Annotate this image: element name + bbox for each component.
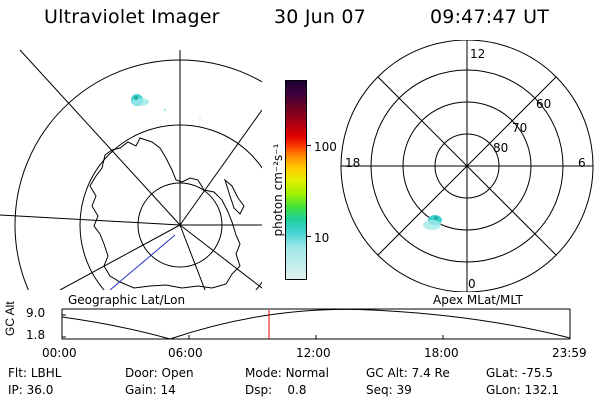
altitude-ylabel: GC Alt [3, 301, 17, 336]
altitude-ytick: 1.8 [26, 328, 46, 342]
time-axis-tick: 00:00 [42, 346, 77, 360]
antarctica-coastline [89, 137, 241, 289]
time-label: 09:47:47 UT [430, 6, 550, 28]
info-glon: GLon: 132.1 [486, 383, 559, 397]
time-axis-tick: 23:59 [552, 346, 587, 360]
info-seq: Seq: 39 [366, 383, 412, 397]
magnetic-caption: Apex MLat/MLT [433, 293, 523, 307]
ground-track [109, 234, 176, 290]
colorbar [285, 80, 307, 280]
colorbar-tick-label: 100 [314, 140, 337, 154]
info-ip: IP: 36.0 [8, 383, 54, 397]
info-dsp: Dsp: 0.8 [245, 383, 307, 397]
mlt-label-18: 18 [345, 156, 361, 170]
time-axis-tick: 12:00 [296, 346, 331, 360]
info-door: Door: Open [125, 366, 194, 380]
time-axis-tick: 18:00 [424, 346, 459, 360]
mlat-label-80: 80 [493, 141, 509, 155]
altitude-ytick: 9.0 [26, 306, 46, 320]
altitude-curve [61, 308, 571, 340]
magnetic-polar-panel [340, 40, 594, 292]
mlat-label-70: 70 [512, 121, 528, 135]
colorbar-tick [306, 145, 311, 146]
altitude-plot: GC Alt [3, 301, 571, 340]
instrument-title: Ultraviolet Imager [44, 6, 220, 28]
geographic-map-panel [0, 49, 262, 290]
date-label: 30 Jun 07 [274, 6, 366, 28]
time-axis-tick: 06:00 [168, 346, 203, 360]
info-mode: Mode: Normal [245, 366, 329, 380]
geographic-caption: Geographic Lat/Lon [68, 293, 186, 307]
colorbar-tick-label: 10 [314, 231, 330, 245]
colorbar-tick [306, 236, 311, 237]
info-gain: Gain: 14 [125, 383, 176, 397]
aurora-emission [131, 94, 201, 119]
info-glat: GLat: -75.5 [486, 366, 553, 380]
mlt-label-12: 12 [470, 47, 486, 61]
info-flt: Flt: LBHL [8, 366, 62, 380]
info-gc-alt: GC Alt: 7.4 Re [366, 366, 450, 380]
mlt-label-0: 0 [468, 277, 476, 291]
lat-circle [79, 124, 262, 290]
mlat-label-60: 60 [536, 97, 552, 111]
colorbar-unit-label: photon cm⁻²s⁻¹ [271, 143, 285, 237]
mlt-label-6: 6 [578, 156, 586, 170]
aurora-emission-mag [423, 215, 442, 230]
